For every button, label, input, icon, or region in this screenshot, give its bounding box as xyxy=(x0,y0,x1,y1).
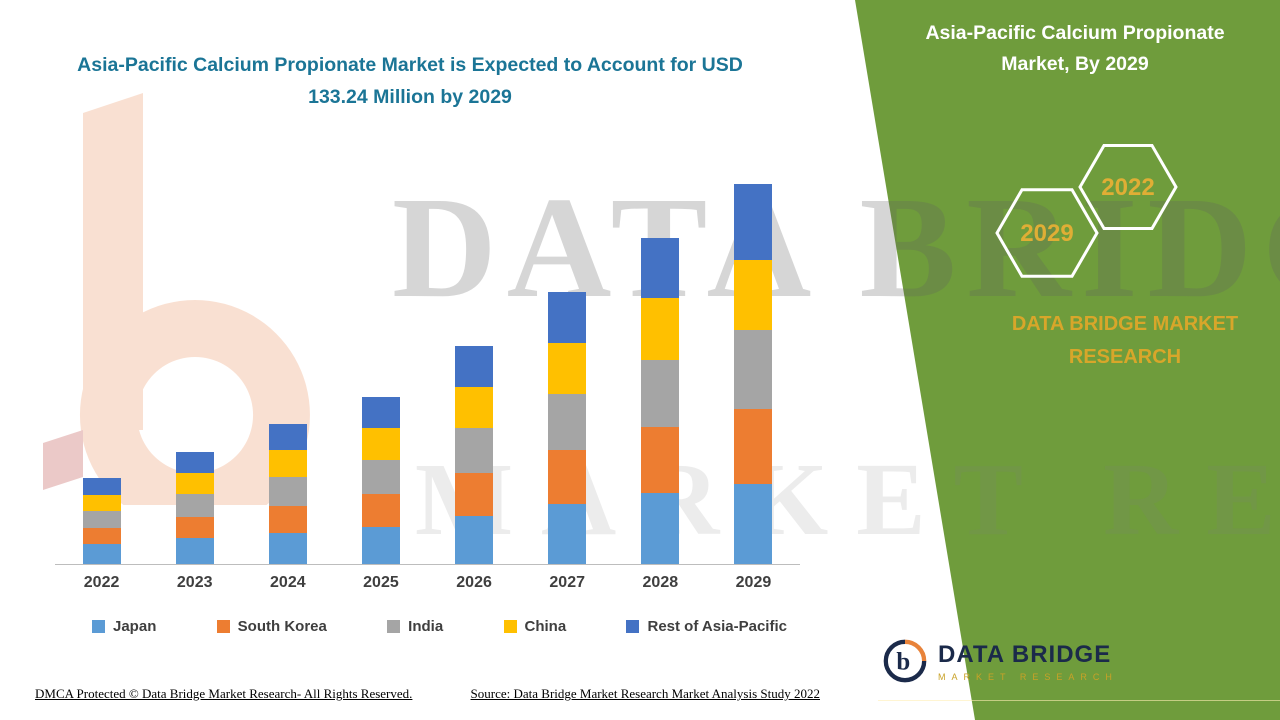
panel-title: Asia-Pacific Calcium Propionate Market, … xyxy=(925,22,1225,76)
legend-swatch-icon xyxy=(387,620,401,633)
x-axis-label-2026: 2026 xyxy=(456,574,492,591)
bar-segment-south-korea xyxy=(455,472,494,516)
bar-2023 xyxy=(175,451,214,564)
bar-segment-china xyxy=(734,259,773,330)
legend-swatch-icon xyxy=(626,620,640,633)
legend-swatch-icon xyxy=(216,620,230,633)
dmca-notice: DMCA Protected © Data Bridge Market Rese… xyxy=(35,686,413,701)
bar-segment-china xyxy=(175,472,214,495)
bar-segment-china xyxy=(641,298,680,360)
x-axis-label-2023: 2023 xyxy=(176,574,213,591)
bar-segment-india xyxy=(175,494,214,517)
x-axis-label-2025: 2025 xyxy=(363,574,399,591)
bar-segment-china xyxy=(268,449,307,477)
bar-segment-india xyxy=(268,476,307,506)
bar-2024 xyxy=(268,423,307,564)
bar-2029 xyxy=(734,183,773,564)
databridge-logo-block: b DATA BRIDGE MARKET RESEARCH xyxy=(882,638,1242,684)
bar-segment-japan xyxy=(455,515,494,564)
bar-2028 xyxy=(641,238,680,564)
panel-brand-line1: DATA BRIDGE MARKET xyxy=(1011,313,1239,335)
bar-segment-rest-of-asia-pacific xyxy=(268,423,307,450)
bar-2026 xyxy=(455,345,494,564)
legend: Japan South Korea India China Rest of Asia-P… xyxy=(92,618,787,635)
bar-segment-india xyxy=(734,329,773,410)
legend-label: India xyxy=(408,618,444,635)
plot-area xyxy=(55,150,800,565)
bar-segment-south-korea xyxy=(268,505,307,533)
legend-item-china: China xyxy=(503,618,567,635)
bar-segment-china xyxy=(82,494,121,512)
x-axis-labels: 2022 2023 2024 2025 2026 2027 2028 2029 xyxy=(55,574,800,592)
bar-segment-south-korea xyxy=(734,409,773,485)
bar-segment-india xyxy=(82,511,121,529)
legend-label: Rest of Asia-Pacific xyxy=(647,618,787,635)
bar-2027 xyxy=(548,292,587,564)
bar-2022 xyxy=(82,477,121,564)
bar-segment-india xyxy=(548,394,587,450)
hexagon-2029-label: 2029 xyxy=(1020,220,1073,247)
x-axis-label-2029: 2029 xyxy=(735,574,772,591)
bar-segment-japan xyxy=(734,484,773,564)
bar-segment-rest-of-asia-pacific xyxy=(361,396,400,429)
bar-segment-rest-of-asia-pacific xyxy=(175,451,214,473)
bar-segment-japan xyxy=(268,532,307,564)
panel-brand-line2: RESEARCH xyxy=(1068,346,1182,368)
x-axis-label-2022: 2022 xyxy=(83,574,120,591)
legend-item-india: India xyxy=(387,618,443,635)
bar-segment-china xyxy=(548,342,587,395)
x-axis-label-2024: 2024 xyxy=(270,574,306,591)
x-axis-label-2027: 2027 xyxy=(549,574,585,591)
logo-wordmark: DATA BRIDGE xyxy=(938,640,1112,668)
bar-segment-south-korea xyxy=(361,494,400,527)
legend-item-japan: Japan xyxy=(92,618,156,635)
hexagon-2029-badge xyxy=(995,188,1099,278)
legend-swatch-icon xyxy=(92,620,105,633)
bar-segment-india xyxy=(361,459,400,495)
bar-segment-china xyxy=(455,387,494,429)
bar-segment-rest-of-asia-pacific xyxy=(548,292,587,343)
footer: DMCA Protected © Data Bridge Market Rese… xyxy=(35,686,820,702)
bar-segment-rest-of-asia-pacific xyxy=(455,345,494,388)
bar-segment-china xyxy=(361,428,400,460)
panel-brand-text: DATA BRIDGE MARKET RESEARCH xyxy=(955,308,1280,374)
bar-segment-india xyxy=(455,428,494,473)
source-note: Source: Data Bridge Market Research Mark… xyxy=(470,686,820,701)
hexagon-2022-badge xyxy=(1078,144,1178,230)
x-axis-label-2028: 2028 xyxy=(642,574,679,591)
bar-segment-rest-of-asia-pacific xyxy=(82,477,121,495)
svg-text:b: b xyxy=(896,649,910,676)
legend-label: South Korea xyxy=(237,618,327,635)
bar-segment-south-korea xyxy=(548,449,587,504)
hexagon-2022-label: 2022 xyxy=(1101,174,1154,201)
bar-segment-rest-of-asia-pacific xyxy=(641,238,680,299)
bar-segment-india xyxy=(641,359,680,427)
legend-item-rest-of-asia-pacific: Rest of Asia-Pacific xyxy=(626,618,787,635)
bar-segment-south-korea xyxy=(82,528,121,544)
bar-segment-rest-of-asia-pacific xyxy=(734,183,773,260)
bar-segment-japan xyxy=(82,544,121,564)
bar-segment-japan xyxy=(361,526,400,564)
legend-item-south-korea: South Korea xyxy=(216,618,327,635)
logo-subtext: MARKET RESEARCH xyxy=(938,671,1118,682)
logo-underline xyxy=(878,700,1280,701)
page-title: Asia-Pacific Calcium Propionate Market i… xyxy=(77,54,743,108)
legend-label: China xyxy=(524,618,567,635)
legend-label: Japan xyxy=(113,618,157,635)
bar-2025 xyxy=(361,396,400,564)
hexagon-badges: 2022 2029 xyxy=(995,144,1178,278)
bar-segment-japan xyxy=(548,504,587,564)
bar-segment-south-korea xyxy=(641,426,680,493)
legend-swatch-icon xyxy=(503,620,517,633)
bar-segment-south-korea xyxy=(175,516,214,539)
bar-segment-japan xyxy=(175,538,214,564)
bar-segment-japan xyxy=(641,492,680,564)
databridge-logo-icon: b xyxy=(883,639,927,683)
